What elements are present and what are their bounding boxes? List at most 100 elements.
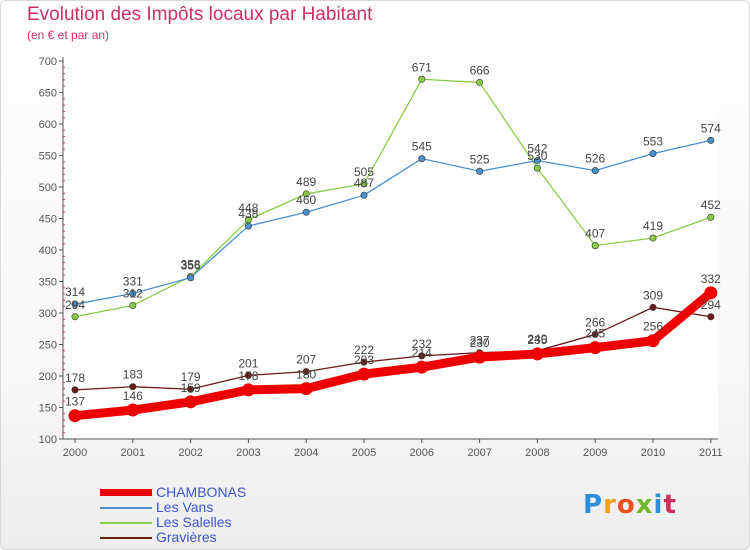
data-label-les-vans: 460 bbox=[296, 193, 316, 207]
data-label-les-salelles: 452 bbox=[701, 198, 721, 212]
legend-swatch-chambonas bbox=[100, 489, 152, 496]
data-point-les-vans bbox=[533, 157, 541, 165]
data-label-les-salelles: 530 bbox=[527, 149, 547, 163]
data-point-gravieres bbox=[649, 303, 657, 311]
y-tick-label: 200 bbox=[39, 371, 57, 383]
data-point-les-salelles bbox=[302, 190, 310, 198]
y-tick-label: 300 bbox=[39, 308, 57, 320]
y-tick-label: 550 bbox=[39, 151, 57, 163]
data-label-les-salelles: 505 bbox=[354, 165, 374, 179]
data-label-les-vans: 331 bbox=[123, 274, 143, 288]
data-label-gravieres: 179 bbox=[181, 370, 201, 384]
x-tick-label: 2011 bbox=[699, 447, 723, 459]
y-tick-label: 600 bbox=[39, 119, 57, 131]
chart-subtitle: (en € et par an) bbox=[27, 28, 110, 42]
data-label-gravieres: 309 bbox=[643, 288, 663, 302]
data-point-les-salelles bbox=[533, 164, 541, 172]
data-point-les-salelles bbox=[418, 75, 426, 83]
y-tick-label: 150 bbox=[39, 403, 57, 415]
x-tick-label: 2010 bbox=[641, 447, 665, 459]
x-tick-label: 2005 bbox=[352, 447, 376, 459]
chart-title: Evolution des Impôts locaux par Habitant bbox=[27, 4, 373, 25]
data-point-les-vans bbox=[129, 289, 137, 297]
data-label-les-salelles: 666 bbox=[470, 63, 490, 77]
data-label-chambonas: 245 bbox=[585, 327, 605, 341]
data-point-les-vans bbox=[187, 274, 195, 282]
data-label-chambonas: 214 bbox=[412, 346, 432, 360]
x-tick-label: 2000 bbox=[63, 447, 87, 459]
legend-label-les-salelles: Les Salelles bbox=[156, 514, 232, 530]
data-label-les-vans: 526 bbox=[585, 152, 605, 166]
data-label-gravieres: 266 bbox=[585, 315, 605, 329]
data-point-les-salelles bbox=[707, 213, 715, 221]
data-label-les-vans: 487 bbox=[354, 176, 374, 190]
data-label-les-salelles: 419 bbox=[643, 219, 663, 233]
series-line-chambonas bbox=[70, 288, 716, 421]
data-point-les-vans bbox=[302, 208, 310, 216]
data-point-chambonas bbox=[126, 403, 140, 417]
proxiti-logo: Proxit bbox=[583, 490, 677, 520]
data-point-gravieres bbox=[360, 358, 368, 366]
data-label-les-vans: 574 bbox=[701, 121, 721, 135]
data-label-chambonas: 332 bbox=[701, 272, 721, 286]
data-point-gravieres bbox=[302, 368, 310, 376]
data-point-gravieres bbox=[707, 313, 715, 321]
data-label-chambonas: 235 bbox=[527, 333, 547, 347]
data-point-les-vans bbox=[591, 167, 599, 175]
data-label-les-vans: 314 bbox=[65, 285, 85, 299]
data-point-les-salelles bbox=[71, 313, 79, 321]
data-label-les-vans: 525 bbox=[470, 152, 490, 166]
legend-label-les-vans: Les Vans bbox=[156, 499, 214, 515]
legend-swatch-les-vans bbox=[100, 507, 152, 509]
x-tick-label: 2001 bbox=[121, 447, 145, 459]
data-point-gravieres bbox=[591, 330, 599, 338]
data-point-les-vans bbox=[649, 150, 657, 158]
y-tick-label: 350 bbox=[39, 277, 57, 289]
data-label-gravieres: 237 bbox=[470, 334, 490, 348]
x-tick-label: 2008 bbox=[525, 447, 549, 459]
data-point-gravieres bbox=[244, 371, 252, 379]
data-point-chambonas bbox=[357, 367, 371, 381]
data-point-chambonas bbox=[646, 334, 660, 348]
data-point-chambonas bbox=[588, 341, 602, 355]
y-tick-label: 500 bbox=[39, 182, 57, 194]
x-tick-label: 2007 bbox=[467, 447, 491, 459]
data-label-les-vans: 438 bbox=[238, 207, 258, 221]
data-label-gravieres: 232 bbox=[412, 337, 432, 351]
data-label-gravieres: 294 bbox=[701, 298, 721, 312]
y-tick-label: 100 bbox=[39, 434, 57, 446]
data-label-les-vans: 553 bbox=[643, 135, 663, 149]
x-tick-label: 2004 bbox=[294, 447, 318, 459]
data-label-les-salelles: 489 bbox=[296, 175, 316, 189]
x-tick-label: 2006 bbox=[410, 447, 434, 459]
legend-label-gravieres: Gravières bbox=[156, 529, 217, 545]
data-label-les-vans: 545 bbox=[412, 140, 432, 154]
data-label-chambonas: 180 bbox=[296, 368, 316, 382]
data-label-les-salelles: 312 bbox=[123, 286, 143, 300]
data-label-les-salelles: 407 bbox=[585, 227, 605, 241]
data-label-les-vans: 356 bbox=[181, 259, 201, 273]
data-point-chambonas bbox=[184, 395, 198, 409]
data-point-gravieres bbox=[187, 385, 195, 393]
data-label-gravieres: 183 bbox=[123, 368, 143, 382]
legend-label-chambonas: CHAMBONAS bbox=[156, 484, 247, 500]
data-point-chambonas bbox=[415, 360, 429, 374]
data-point-gravieres bbox=[129, 383, 137, 391]
x-tick-label: 2009 bbox=[583, 447, 607, 459]
data-point-chambonas bbox=[68, 409, 82, 423]
data-label-chambonas: 159 bbox=[181, 381, 201, 395]
data-point-les-vans bbox=[360, 191, 368, 199]
data-point-les-vans bbox=[707, 136, 715, 144]
y-tick-label: 400 bbox=[39, 245, 57, 257]
data-point-les-vans bbox=[244, 222, 252, 230]
y-tick-label: 650 bbox=[39, 88, 57, 100]
data-point-gravieres bbox=[71, 386, 79, 394]
data-point-les-vans bbox=[476, 167, 484, 175]
legend-swatch-gravieres bbox=[100, 537, 152, 539]
x-tick-label: 2002 bbox=[178, 447, 202, 459]
legend-swatch-les-salelles bbox=[100, 522, 152, 524]
data-label-les-vans: 542 bbox=[527, 142, 547, 156]
data-point-les-salelles bbox=[360, 180, 368, 188]
data-point-chambonas bbox=[530, 347, 544, 361]
